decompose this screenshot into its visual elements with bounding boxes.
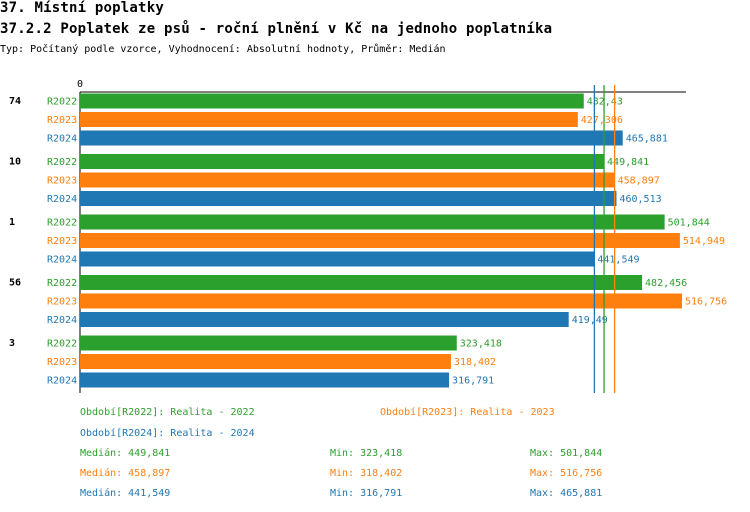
series-label: R2024 xyxy=(47,134,77,145)
series-label: R2024 xyxy=(47,315,77,326)
series-label: R2023 xyxy=(47,115,77,126)
stat-max-r2024: Max: 465,881 xyxy=(530,488,603,499)
bar xyxy=(80,172,615,188)
value-label: 419,49 xyxy=(572,315,608,326)
bar xyxy=(80,112,578,127)
value-label: 465,881 xyxy=(626,134,668,145)
bar xyxy=(80,233,680,248)
series-label: R2023 xyxy=(47,357,77,368)
bar xyxy=(80,335,457,351)
series-label: R2022 xyxy=(47,157,77,168)
stat-min-r2024: Min: 316,791 xyxy=(330,488,403,499)
group-label: 10 xyxy=(9,157,21,168)
group-label: 74 xyxy=(9,96,21,107)
value-label: 432,43 xyxy=(587,97,623,108)
legend-r2022: Období[R2022]: Realita - 2022 xyxy=(80,407,255,418)
series-label: R2024 xyxy=(47,376,77,387)
section-title: 37. Místní poplatky xyxy=(0,0,164,16)
stat-min-r2022: Min: 323,418 xyxy=(330,448,403,459)
bar xyxy=(80,154,605,169)
bar xyxy=(80,354,451,369)
value-label: 458,897 xyxy=(618,176,660,187)
series-label: R2022 xyxy=(47,97,77,108)
value-label: 449,841 xyxy=(607,157,649,168)
value-label: 323,418 xyxy=(460,339,502,350)
series-label: R2024 xyxy=(47,194,77,205)
value-label: 427,306 xyxy=(581,115,623,126)
legend-r2024: Období[R2024]: Realita - 2024 xyxy=(80,428,255,439)
stat-max-r2022: Max: 501,844 xyxy=(530,448,603,459)
series-label: R2022 xyxy=(47,339,77,350)
stat-median-r2022: Medián: 449,841 xyxy=(80,448,171,459)
bar xyxy=(80,293,682,309)
bar xyxy=(80,214,665,230)
value-label: 316,791 xyxy=(452,376,494,387)
group-label: 56 xyxy=(9,278,21,289)
series-label: R2023 xyxy=(47,236,77,247)
legend-r2023: Období[R2023]: Realita - 2023 xyxy=(380,407,555,418)
bar xyxy=(80,275,643,290)
value-label: 516,756 xyxy=(685,297,727,308)
series-label: R2022 xyxy=(47,278,77,289)
bar-chart: 0 74 R2022 432,43 R2023 427,306 R2024 465,881 10… xyxy=(9,79,727,393)
bar xyxy=(80,191,617,206)
bar xyxy=(80,93,584,109)
value-label: 441,549 xyxy=(597,255,639,266)
value-label: 460,513 xyxy=(619,194,661,205)
series-label: R2023 xyxy=(47,176,77,187)
value-label: 482,456 xyxy=(645,278,687,289)
bar xyxy=(80,372,450,388)
series-label: R2024 xyxy=(47,255,77,266)
value-label: 318,402 xyxy=(454,357,496,368)
chart-subtitle: Typ: Počítaný podle vzorce, Vyhodnocení:… xyxy=(0,44,446,55)
axis-zero-label: 0 xyxy=(77,79,83,90)
stat-median-r2023: Medián: 458,897 xyxy=(80,468,171,479)
stat-median-r2024: Medián: 441,549 xyxy=(80,488,171,499)
stat-min-r2023: Min: 318,402 xyxy=(330,468,403,479)
stat-max-r2023: Max: 516,756 xyxy=(530,468,603,479)
value-label: 514,949 xyxy=(683,236,725,247)
value-label: 501,844 xyxy=(668,218,710,229)
series-label: R2023 xyxy=(47,297,77,308)
group-label: 1 xyxy=(9,217,15,228)
bar xyxy=(80,312,569,327)
chart-title: 37.2.2 Poplatek ze psů - roční plnění v … xyxy=(0,21,553,37)
group-label: 3 xyxy=(9,338,15,349)
bar xyxy=(80,130,623,146)
series-label: R2022 xyxy=(47,218,77,229)
bar xyxy=(80,251,595,267)
